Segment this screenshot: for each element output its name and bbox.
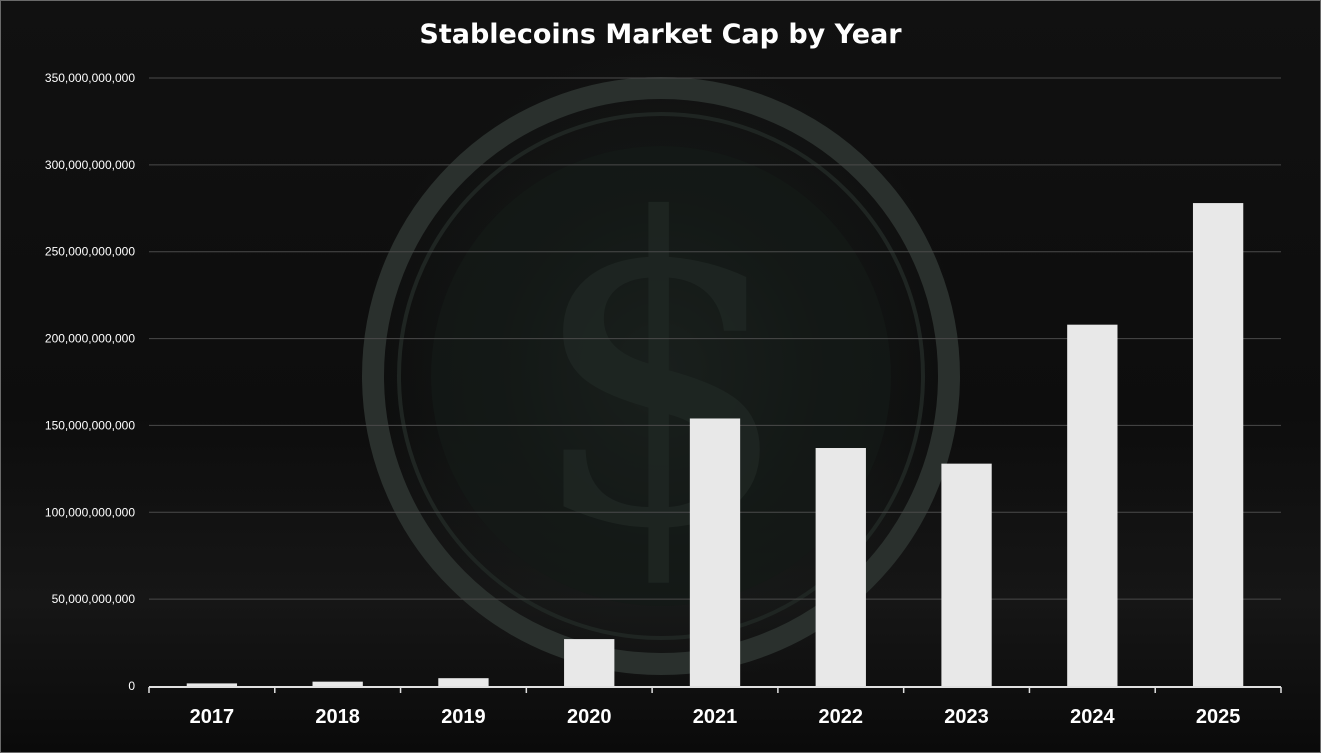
bar-2023 (941, 463, 992, 686)
x-tick-label: 2020 (567, 706, 612, 728)
bar-2022 (815, 448, 866, 686)
x-axis (148, 686, 1282, 693)
y-axis-tick-labels: 0 50,000,000,000 100,000,000,000 150,000,00… (45, 71, 135, 693)
y-tick-label: 300,000,000,000 (45, 158, 135, 172)
y-tick-label: 100,000,000,000 (45, 505, 135, 519)
x-tick-label: 2025 (1196, 706, 1241, 728)
x-tick-label: 2018 (315, 706, 360, 728)
y-tick-label: 0 (128, 679, 135, 693)
x-axis-tick-labels: 2017 2018 2019 2020 2021 2022 2023 2024 2025 (190, 706, 1241, 728)
bar-2021 (689, 418, 741, 686)
x-tick-label: 2023 (944, 706, 989, 728)
x-tick-label: 2017 (190, 706, 235, 728)
y-tick-label: 350,000,000,000 (45, 71, 135, 85)
svg-text:$: $ (527, 132, 794, 621)
bar-2025 (1192, 203, 1244, 686)
y-tick-label: 50,000,000,000 (52, 592, 136, 606)
bars (186, 203, 1244, 686)
x-tick-label: 2022 (819, 706, 864, 728)
y-tick-label: 150,000,000,000 (45, 418, 135, 432)
bar-2020 (564, 639, 615, 686)
y-tick-label: 200,000,000,000 (45, 332, 135, 346)
bar-2019 (438, 678, 489, 686)
bar-2018 (312, 681, 363, 686)
y-tick-label: 250,000,000,000 (45, 245, 135, 259)
x-tick-label: 2021 (693, 706, 738, 728)
bar-2024 (1067, 324, 1118, 686)
bar-2017 (186, 683, 238, 686)
x-tick-label: 2024 (1070, 706, 1115, 728)
x-tick-label: 2019 (441, 706, 486, 728)
chart-title: Stablecoins Market Cap by Year (419, 19, 902, 50)
